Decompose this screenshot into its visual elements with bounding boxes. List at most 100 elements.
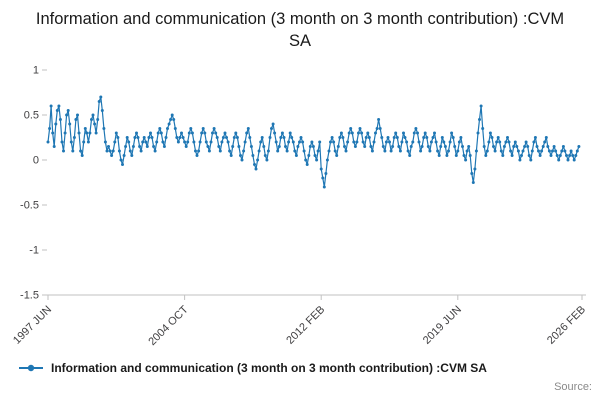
data-point [488,131,492,135]
data-point [316,149,320,153]
data-point [400,140,404,144]
data-point [195,154,199,157]
data-point [412,131,416,135]
data-point [414,127,418,130]
x-axis: 1997 JUN 2004 OCT 2012 FEB 2019 JUN 2026 FEB [11,294,588,348]
y-tick-label: -1.5 [20,290,39,302]
data-point [240,158,244,162]
data-point [428,149,432,153]
data-point [133,136,137,139]
data-point [544,136,548,139]
data-point [150,136,154,139]
data-point [279,136,283,139]
data-point [377,118,381,121]
y-axis: 1 0.5 0 -0.5 -1 -1.5 [20,65,47,302]
data-point [166,127,169,130]
data-point [225,136,228,139]
data-point [49,104,53,108]
data-point [386,136,390,139]
data-point [453,145,457,148]
data-point [574,154,578,157]
data-point [111,149,115,153]
data-point [204,140,208,144]
data-point [91,113,95,117]
data-point [388,140,391,144]
data-point [341,136,345,139]
y-tick-label: 1 [33,65,39,77]
data-point [451,136,455,139]
data-point [159,131,163,135]
data-point [471,181,475,184]
data-point [71,149,75,153]
data-point [116,136,120,139]
data-point [364,136,368,139]
data-point [102,127,106,130]
data-point [496,136,500,139]
data-point [280,131,284,135]
data-point [243,140,247,144]
data-point [121,163,124,166]
data-point [172,118,176,121]
data-point [509,149,513,153]
legend-item[interactable]: Information and communication (3 month o… [18,361,487,375]
data-point [338,136,342,139]
data-point [440,136,444,139]
data-point [461,145,464,148]
data-point [367,136,371,139]
x-tick-label: 2012 FEB [284,304,327,347]
data-point [363,145,367,148]
data-point [119,158,123,162]
data-point [124,145,128,148]
data-point [530,149,534,153]
data-point [90,118,93,121]
data-point [443,145,447,148]
data-point [231,145,235,148]
data-point [117,149,121,153]
data-point [568,154,572,157]
data-point [405,140,409,144]
data-point [139,149,143,153]
data-point [74,118,78,121]
data-point [572,158,576,162]
data-point [108,149,112,153]
data-point [287,140,291,144]
data-point [100,109,104,112]
data-point [499,149,503,153]
data-point [381,145,385,148]
data-point [223,131,227,135]
data-point [450,131,454,135]
data-point [237,145,241,148]
data-point [417,140,421,144]
data-point [474,149,478,153]
data-point [510,154,514,157]
data-point [423,131,427,135]
data-point [277,145,281,148]
x-tick-label: 2026 FEB [545,304,588,347]
data-point [228,149,232,153]
data-point [170,113,174,117]
data-point [62,149,65,153]
data-point [164,136,168,139]
data-point [256,158,260,162]
data-point [343,145,346,148]
data-point [462,154,466,157]
data-point [565,154,568,157]
data-point [149,131,152,135]
data-point [291,140,295,144]
data-point [156,131,160,135]
data-point [476,131,480,135]
data-point [419,149,423,153]
data-point [378,127,382,130]
data-point [547,149,551,153]
data-point [524,140,528,144]
data-point [535,145,539,148]
data-point [299,136,303,139]
data-point [220,140,224,144]
data-point [557,158,561,162]
x-tick-label: 2004 OCT [146,303,191,348]
data-point [459,136,463,139]
data-point [437,154,441,157]
data-point [212,127,216,130]
data-point [251,154,255,157]
data-point [355,140,359,144]
